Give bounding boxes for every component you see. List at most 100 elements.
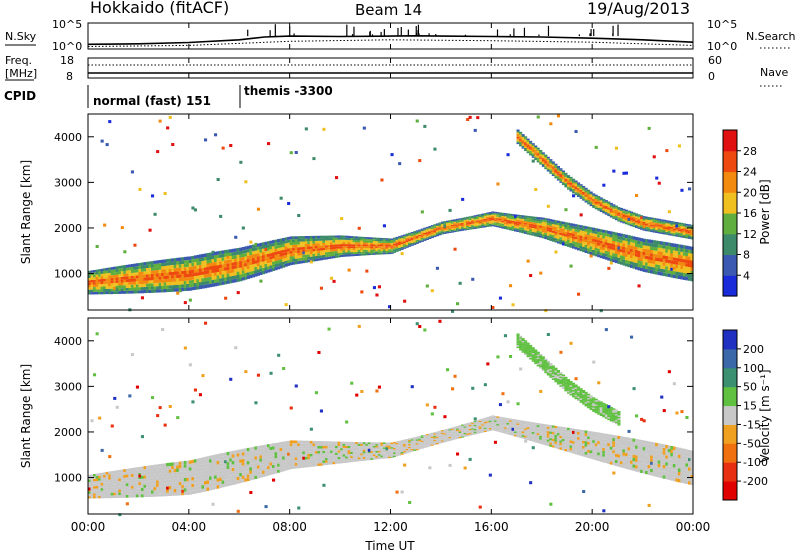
scatter-echo	[105, 143, 109, 147]
heatmap-cell	[572, 187, 576, 189]
heatmap-cell	[224, 479, 228, 484]
heatmap-cell	[209, 276, 213, 281]
heatmap-cell	[158, 493, 162, 497]
heatmap-cell	[526, 144, 530, 146]
heatmap-cell	[382, 239, 386, 242]
scatter-echo	[282, 367, 286, 370]
heatmap-cell	[327, 448, 331, 451]
heatmap-cell	[597, 251, 601, 255]
heatmap-cell	[529, 146, 533, 149]
heatmap-cell	[337, 454, 341, 457]
heatmap-cell	[209, 259, 213, 263]
heatmap-cell	[408, 438, 412, 440]
heatmap-cell	[635, 250, 639, 254]
heatmap-cell	[405, 233, 409, 235]
heatmap-cell	[544, 160, 548, 162]
heatmap-cell	[350, 238, 354, 241]
heatmap-cell	[564, 231, 568, 235]
heatmap-cell	[337, 441, 341, 444]
heatmap-cell	[556, 171, 560, 174]
heatmap-cell	[357, 250, 361, 252]
heatmap-cell	[526, 228, 530, 231]
heatmap-cell	[229, 279, 233, 284]
heatmap-cell	[655, 264, 659, 268]
heatmap-cell	[592, 236, 596, 239]
heatmap-cell	[342, 235, 346, 238]
heatmap-cell	[382, 447, 386, 449]
heatmap-cell	[163, 279, 167, 283]
heatmap-cell	[209, 486, 213, 491]
heatmap-cell	[287, 263, 291, 266]
heatmap-cell	[357, 457, 361, 460]
heatmap-cell	[665, 266, 669, 270]
heatmap-cell	[98, 483, 102, 486]
heatmap-cell	[156, 283, 160, 287]
heatmap-cell	[272, 243, 276, 247]
heatmap-cell	[597, 245, 601, 249]
scatter-echo	[100, 448, 104, 452]
heatmap-cell	[103, 482, 107, 486]
heatmap-cell	[526, 138, 530, 141]
heatmap-cell	[549, 221, 553, 224]
heatmap-cell	[282, 441, 286, 445]
heatmap-cell	[183, 484, 187, 489]
heatmap-cell	[209, 469, 213, 473]
heatmap-cell	[100, 284, 104, 287]
heatmap-cell	[589, 203, 593, 205]
heatmap-cell	[335, 248, 339, 252]
heatmap-cell	[224, 256, 228, 261]
scatter-echo	[433, 147, 437, 151]
heatmap-cell	[642, 265, 646, 269]
heatmap-cell	[183, 274, 187, 278]
heatmap-cell	[120, 469, 124, 473]
heatmap-cell	[655, 261, 659, 265]
scatter-echo	[335, 176, 339, 180]
heatmap-cell	[549, 165, 553, 167]
heatmap-cell	[241, 247, 245, 251]
heatmap-cell	[256, 266, 260, 270]
heatmap-cell	[130, 275, 134, 279]
heatmap-cell	[665, 230, 669, 232]
heatmap-cell	[554, 172, 558, 174]
heatmap-cell	[531, 216, 535, 219]
heatmap-cell	[428, 434, 432, 436]
heatmap-cell	[670, 263, 674, 268]
scatter-echo	[443, 415, 447, 419]
heatmap-cell	[388, 456, 392, 459]
heatmap-cell	[461, 435, 465, 437]
heatmap-cell	[564, 185, 568, 188]
heatmap-cell	[584, 190, 588, 193]
heatmap-cell	[617, 260, 621, 264]
heatmap-cell	[685, 237, 689, 239]
heatmap-cell	[446, 220, 450, 222]
heatmap-cell	[582, 186, 586, 188]
heatmap-cell	[325, 235, 329, 239]
heatmap-cell	[267, 466, 271, 470]
heatmap-cell	[312, 251, 316, 254]
heatmap-cell	[662, 258, 666, 263]
heatmap-cell	[221, 473, 225, 477]
heatmap-cell	[544, 232, 548, 235]
heatmap-cell	[458, 426, 462, 428]
heatmap-cell	[181, 481, 185, 485]
heatmap-cell	[569, 190, 573, 192]
heatmap-cell	[443, 227, 447, 229]
heatmap-cell	[572, 190, 576, 192]
scatter-echo	[138, 187, 142, 191]
heatmap-cell	[476, 227, 480, 229]
heatmap-cell	[688, 277, 692, 281]
heatmap-cell	[393, 246, 397, 249]
heatmap-cell	[279, 241, 283, 245]
heatmap-cell	[317, 463, 321, 466]
heatmap-cell	[642, 268, 646, 272]
heatmap-cell	[198, 275, 202, 279]
scatter-echo	[556, 114, 560, 118]
heatmap-cell	[110, 471, 114, 474]
heatmap-cell	[425, 233, 429, 235]
heatmap-cell	[624, 247, 628, 251]
scatter-echo	[176, 416, 180, 420]
heatmap-cell	[171, 278, 175, 282]
heatmap-cell	[314, 453, 318, 457]
heatmap-cell	[534, 154, 538, 156]
heatmap-cell	[468, 218, 472, 221]
